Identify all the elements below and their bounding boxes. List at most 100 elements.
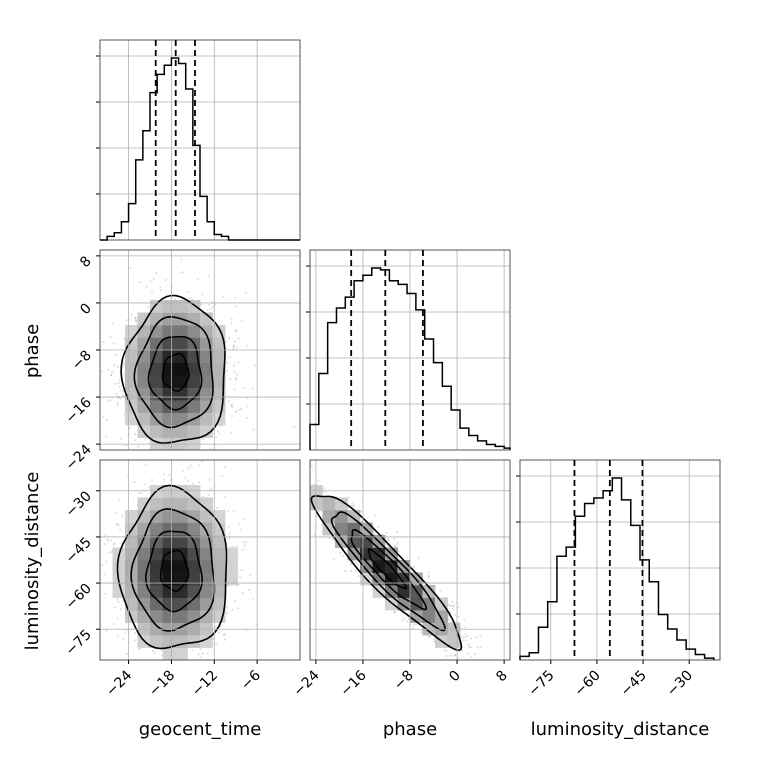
density-cell bbox=[200, 425, 213, 438]
scatter-point bbox=[244, 541, 247, 544]
density-cell bbox=[162, 547, 176, 561]
scatter-point bbox=[222, 633, 225, 636]
scatter-point bbox=[104, 592, 107, 595]
density-cell bbox=[162, 300, 176, 313]
density-cell bbox=[175, 610, 188, 623]
scatter-point bbox=[235, 410, 238, 413]
scatter-point bbox=[331, 538, 334, 541]
density-cell bbox=[175, 510, 188, 523]
scatter-point bbox=[447, 615, 450, 618]
scatter-point bbox=[206, 652, 209, 655]
scatter-point bbox=[468, 646, 471, 649]
scatter-point bbox=[224, 495, 227, 498]
density-cell bbox=[225, 572, 238, 586]
scatter-point bbox=[111, 322, 114, 325]
scatter-point bbox=[396, 531, 399, 534]
density-cell bbox=[150, 337, 163, 351]
scatter-point bbox=[128, 427, 131, 430]
scatter-point bbox=[122, 394, 125, 397]
scatter-point bbox=[112, 543, 115, 546]
scatter-point bbox=[114, 382, 117, 385]
scatter-point bbox=[232, 345, 235, 348]
scatter-point bbox=[463, 618, 466, 621]
scatter-point bbox=[476, 646, 479, 649]
scatter-point bbox=[239, 528, 242, 531]
scatter-point bbox=[234, 599, 237, 603]
density-cell bbox=[175, 585, 188, 598]
scatter-point bbox=[234, 377, 237, 380]
scatter-point bbox=[216, 507, 219, 510]
scatter-point bbox=[293, 425, 296, 428]
scatter-point bbox=[234, 297, 237, 300]
density-cell bbox=[200, 362, 213, 376]
panel-border-phase bbox=[309, 249, 511, 451]
scatter-point bbox=[116, 523, 119, 526]
scatter-point bbox=[145, 285, 148, 288]
scatter-point bbox=[310, 465, 313, 468]
scatter-point bbox=[377, 526, 380, 529]
scatter-point bbox=[396, 541, 399, 544]
scatter-point bbox=[235, 545, 238, 548]
scatter-point bbox=[474, 653, 477, 656]
scatter-point bbox=[464, 626, 467, 629]
scatter-point bbox=[120, 437, 123, 440]
scatter-point bbox=[353, 504, 356, 507]
scatter-point bbox=[180, 258, 183, 261]
scatter-point bbox=[464, 635, 467, 639]
scatter-point bbox=[230, 321, 233, 324]
scatter-point bbox=[227, 400, 230, 403]
scatter-point bbox=[105, 629, 108, 632]
scatter-point bbox=[234, 329, 237, 333]
scatter-point bbox=[227, 525, 230, 528]
scatter-point bbox=[231, 406, 234, 409]
scatter-point bbox=[355, 561, 358, 564]
scatter-point bbox=[138, 281, 142, 284]
scatter-point bbox=[235, 329, 238, 332]
scatter-point bbox=[233, 340, 236, 343]
density-cell bbox=[200, 325, 213, 338]
histogram-phase bbox=[309, 267, 511, 450]
scatter-point bbox=[240, 320, 243, 323]
panel-border-geocent_time-vs-luminosity_distance bbox=[99, 459, 301, 661]
scatter-point bbox=[149, 280, 152, 283]
density-cell bbox=[200, 412, 213, 426]
scatter-point bbox=[208, 478, 212, 481]
scatter-point bbox=[237, 607, 240, 610]
scatter-point bbox=[235, 410, 238, 413]
scatter-point bbox=[121, 390, 124, 393]
scatter-point bbox=[168, 474, 171, 477]
density-cell bbox=[137, 585, 151, 598]
density-cell bbox=[112, 560, 126, 573]
scatter-point bbox=[111, 370, 114, 373]
scatter-point bbox=[116, 404, 120, 407]
scatter-point bbox=[230, 403, 233, 406]
density-cell bbox=[125, 325, 138, 338]
scatter-point bbox=[197, 278, 200, 281]
scatter-point bbox=[113, 364, 116, 367]
scatter-point bbox=[401, 619, 404, 622]
scatter-point bbox=[180, 271, 183, 274]
scatter-point bbox=[407, 617, 410, 621]
scatter-point bbox=[224, 638, 227, 641]
scatter-point bbox=[109, 399, 112, 402]
density-cell bbox=[150, 425, 163, 438]
scatter-point bbox=[466, 635, 469, 638]
scatter-point bbox=[133, 439, 136, 442]
scatter-point bbox=[108, 551, 111, 554]
scatter-point bbox=[222, 295, 225, 298]
scatter-point bbox=[237, 361, 240, 364]
density-cell bbox=[150, 597, 163, 611]
scatter-point bbox=[475, 636, 478, 639]
density-cell bbox=[137, 375, 151, 388]
scatter-point bbox=[428, 634, 431, 638]
scatter-point bbox=[201, 495, 204, 498]
scatter-point bbox=[128, 266, 131, 269]
scatter-point bbox=[116, 365, 119, 368]
contour-level-1 bbox=[159, 549, 190, 592]
density-cell bbox=[137, 325, 151, 338]
scatter-point bbox=[223, 465, 226, 469]
scatter-point bbox=[467, 652, 470, 655]
scatter-point bbox=[197, 481, 200, 484]
scatter-point bbox=[228, 532, 231, 535]
scatter-point bbox=[134, 317, 137, 320]
